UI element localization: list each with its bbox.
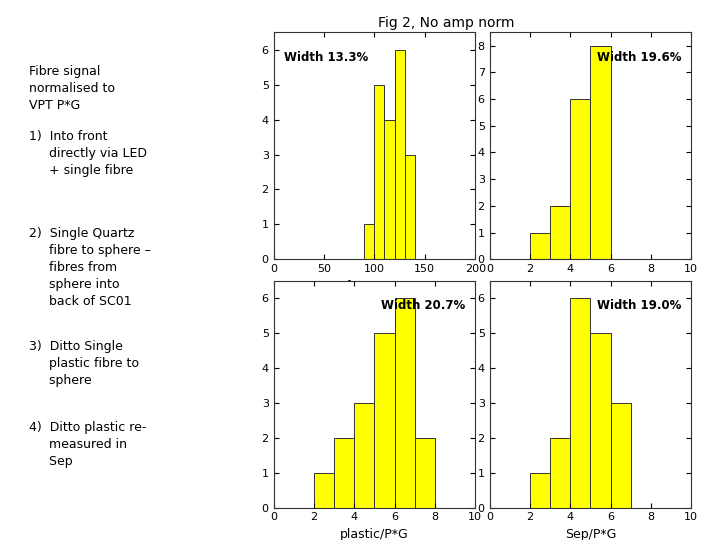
Text: 1)  Into front
     directly via LED
     + single fibre: 1) Into front directly via LED + single … <box>29 130 147 177</box>
Bar <box>374 333 395 508</box>
Bar <box>611 403 631 508</box>
Bar <box>384 120 395 259</box>
X-axis label: quartz/P*G: quartz/P*G <box>557 280 624 293</box>
X-axis label: front/P*G: front/P*G <box>346 280 403 293</box>
Bar <box>570 298 590 508</box>
Text: 2)  Single Quartz
     fibre to sphere –
     fibres from
     sphere into
     : 2) Single Quartz fibre to sphere – fibre… <box>29 227 150 308</box>
Bar <box>530 472 550 508</box>
Text: Width 13.3%: Width 13.3% <box>284 51 368 64</box>
X-axis label: Sep/P*G: Sep/P*G <box>564 528 616 540</box>
Bar <box>550 206 570 259</box>
Bar <box>570 99 590 259</box>
Bar <box>415 438 435 508</box>
Bar <box>590 333 611 508</box>
Text: 3)  Ditto Single
     plastic fibre to
     sphere: 3) Ditto Single plastic fibre to sphere <box>29 340 139 387</box>
Bar <box>354 403 374 508</box>
Bar <box>405 154 415 259</box>
Text: Width 20.7%: Width 20.7% <box>381 299 465 312</box>
Bar <box>364 224 374 259</box>
Bar <box>395 50 405 259</box>
Bar <box>395 298 415 508</box>
Text: Fibre signal
normalised to
VPT P*G: Fibre signal normalised to VPT P*G <box>29 65 114 112</box>
Bar <box>590 46 611 259</box>
Text: Width 19.0%: Width 19.0% <box>597 299 681 312</box>
Text: 4)  Ditto plastic re-
     measured in
     Sep: 4) Ditto plastic re- measured in Sep <box>29 421 146 468</box>
Bar <box>374 85 384 259</box>
Text: Fig 2, No amp norm: Fig 2, No amp norm <box>378 16 515 30</box>
X-axis label: plastic/P*G: plastic/P*G <box>340 528 409 540</box>
Bar <box>550 438 570 508</box>
Text: Width 19.6%: Width 19.6% <box>597 51 681 64</box>
Bar <box>530 233 550 259</box>
Bar <box>314 472 334 508</box>
Bar <box>334 438 354 508</box>
